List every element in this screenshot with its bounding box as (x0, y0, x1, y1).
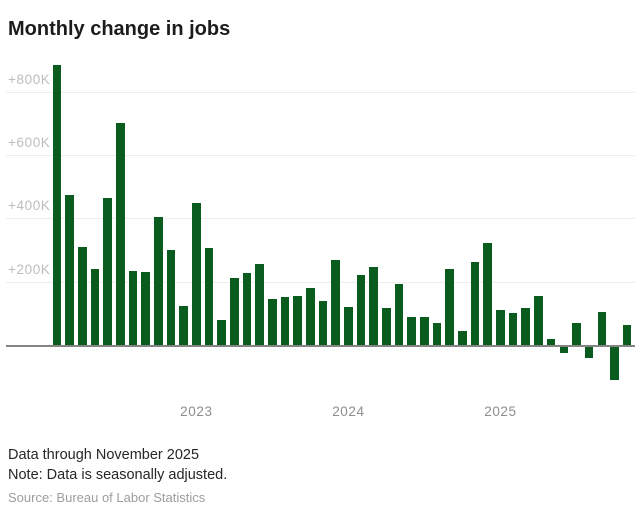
bar (230, 277, 239, 345)
gridline (6, 91, 635, 93)
bar (407, 317, 417, 345)
bar (445, 269, 455, 345)
bar (280, 296, 290, 345)
bar (559, 347, 569, 354)
gridline (6, 281, 635, 283)
bar (65, 194, 74, 345)
y-axis-tick-label: +600K (8, 135, 51, 151)
bar (432, 322, 442, 345)
bar (293, 295, 303, 345)
bar (597, 311, 607, 345)
bar (318, 301, 328, 345)
bar (242, 272, 252, 345)
bar (255, 264, 264, 345)
seasonal-adjustment-note: Note: Data is seasonally adjusted. (8, 467, 228, 483)
y-axis-tick-label: +200K (8, 261, 51, 277)
bar (584, 347, 594, 359)
bar (521, 307, 531, 345)
bar (141, 272, 150, 345)
data-through-note: Data through November 2025 (8, 447, 200, 463)
bar (622, 324, 632, 345)
gridline (6, 218, 635, 220)
x-axis-year-label: 2023 (180, 404, 213, 419)
bar (179, 306, 188, 345)
bar (268, 299, 277, 345)
bar (394, 283, 404, 345)
bar (546, 338, 556, 345)
bar (534, 295, 543, 345)
gridline (6, 155, 635, 157)
bar (572, 322, 581, 345)
monthly-jobs-bar-chart: +200K +400K +600K +800K 2023 2024 2025 (6, 64, 635, 419)
y-axis-tick-label: +800K (8, 71, 51, 87)
bar (610, 347, 619, 381)
y-axis-tick-label: +400K (8, 198, 51, 214)
x-axis-year-label: 2024 (332, 404, 365, 419)
bar (496, 309, 505, 345)
source-credit: Source: Bureau of Labor Statistics (8, 490, 206, 505)
bar (103, 197, 112, 345)
bar (204, 248, 214, 345)
bar (78, 246, 87, 345)
bar (166, 250, 176, 345)
bar (420, 317, 429, 345)
bar (470, 262, 480, 345)
bar (369, 267, 379, 345)
bar (306, 287, 315, 345)
bar (483, 242, 493, 345)
bar (217, 319, 226, 345)
bar (344, 307, 353, 345)
bar (192, 202, 201, 345)
bar (458, 331, 467, 345)
x-axis-line (6, 345, 635, 347)
bar (128, 270, 138, 345)
bar (90, 269, 100, 345)
bar (331, 259, 341, 345)
bar (508, 313, 518, 345)
bar (154, 216, 163, 345)
x-axis-year-label: 2025 (484, 404, 517, 419)
bar (52, 64, 62, 345)
chart-title: Monthly change in jobs (8, 18, 231, 41)
bar (356, 274, 366, 345)
bar (382, 307, 391, 345)
bar (116, 123, 125, 345)
